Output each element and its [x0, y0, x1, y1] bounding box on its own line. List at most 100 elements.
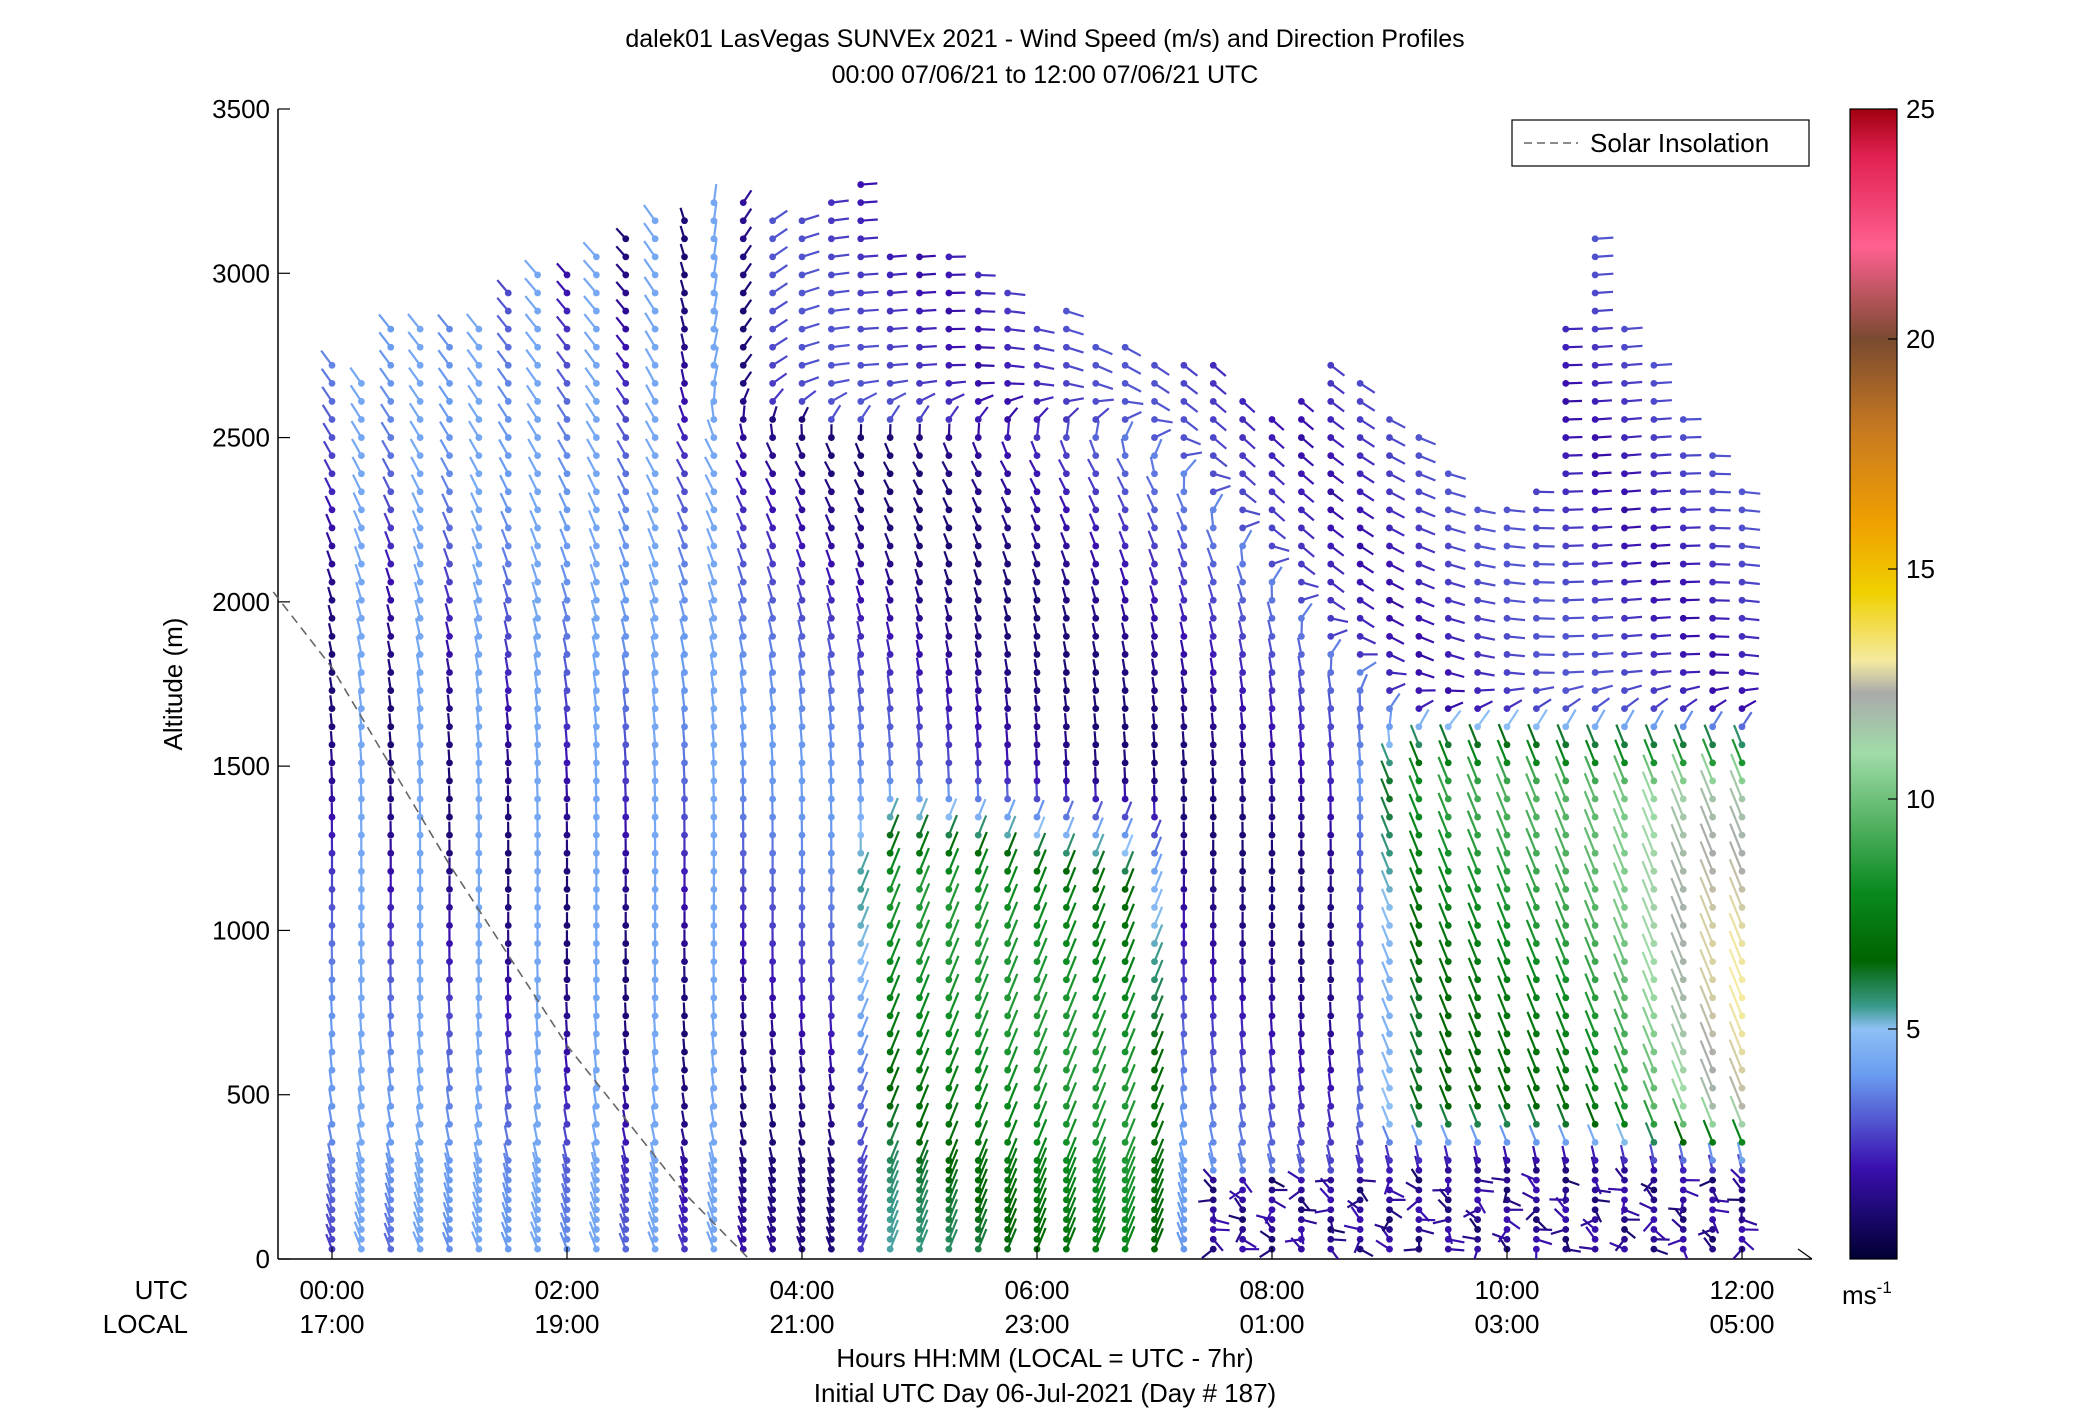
wind-barb-point: [1327, 524, 1335, 532]
wind-barb-line: [1613, 990, 1626, 1017]
wind-barb-point: [357, 1186, 365, 1194]
wind-barb-point: [622, 687, 630, 694]
wind-barb-point: [1591, 1120, 1599, 1128]
wind-barb-point: [1209, 831, 1217, 839]
wind-barb-point: [945, 777, 953, 785]
wind-barb-point: [739, 904, 747, 911]
wind-barb-point: [1121, 1138, 1129, 1146]
wind-barb-point: [1268, 849, 1276, 857]
wind-barb-point: [622, 416, 630, 423]
wind-barb-point: [1591, 1048, 1599, 1056]
wind-barb-point: [357, 470, 365, 478]
wind-barb-point: [769, 289, 777, 297]
wind-barb-line: [1094, 973, 1107, 999]
wind-barb-point: [1474, 831, 1482, 839]
wind-barb-point: [1562, 976, 1570, 984]
wind-barb-point: [1268, 813, 1276, 821]
wind-barb-point: [1180, 940, 1188, 947]
wind-barb-point: [1033, 994, 1041, 1002]
wind-barb-point: [1415, 578, 1423, 586]
wind-barb-point: [945, 1216, 953, 1223]
wind-barb-point: [857, 614, 865, 622]
wind-barb-point: [387, 1012, 395, 1020]
wind-barb-point: [739, 578, 747, 586]
wind-barb-point: [387, 1048, 395, 1056]
wind-barb-point: [1121, 470, 1129, 478]
wind-barb-point: [974, 741, 982, 749]
wind-barb-line: [1065, 866, 1077, 890]
wind-barb-point: [416, 542, 424, 550]
wind-barb-point: [739, 506, 747, 514]
wind-barb-point: [504, 1066, 512, 1074]
wind-barb-point: [710, 253, 718, 261]
wind-barb-point: [769, 506, 777, 514]
wind-barb-point: [1268, 596, 1276, 604]
wind-barb-point: [475, 434, 483, 441]
wind-barb-point: [739, 958, 747, 966]
wind-barb-point: [1092, 1030, 1100, 1038]
wind-barb-point: [769, 1166, 777, 1174]
wind-barb-point: [827, 849, 835, 857]
wind-barb-point: [886, 1066, 894, 1074]
wind-barb-line: [947, 1120, 959, 1143]
wind-barb-point: [622, 614, 630, 622]
wind-barb-point: [1474, 524, 1482, 532]
wind-barb-point: [475, 813, 483, 821]
wind-barb-point: [1621, 1030, 1628, 1038]
wind-barb-point: [827, 669, 835, 676]
wind-barb-point: [681, 1176, 688, 1184]
wind-barb-point: [916, 1102, 923, 1110]
wind-barb-line: [1006, 1167, 1018, 1191]
wind-barb-point: [827, 687, 835, 694]
wind-barb-point: [475, 904, 483, 911]
wind-barb-point: [416, 922, 424, 929]
wind-barb-point: [710, 307, 718, 315]
wind-barb-point: [1062, 596, 1070, 604]
wind-barb-point: [886, 1166, 894, 1174]
wind-barb-line: [889, 919, 901, 944]
wind-barb-point: [1415, 1226, 1423, 1233]
wind-barb-point: [446, 867, 453, 875]
wind-barb-point: [1180, 1066, 1188, 1074]
wind-barb-point: [1386, 1216, 1393, 1223]
wind-barb-point: [1062, 470, 1070, 478]
wind-barb-point: [504, 524, 512, 532]
wind-barb-point: [446, 398, 453, 405]
wind-barb-point: [1180, 777, 1188, 785]
wind-barb-point: [1092, 614, 1100, 622]
wind-barb-point: [416, 723, 424, 731]
wind-barb-point: [1297, 614, 1305, 622]
wind-barb-point: [357, 958, 365, 966]
wind-barb-point: [534, 1166, 542, 1174]
wind-barb-point: [1532, 885, 1540, 893]
wind-barb-point: [1327, 1235, 1335, 1243]
wind-barb-point: [1239, 994, 1247, 1002]
wind-barb-point: [916, 488, 923, 496]
wind-barb-line: [1035, 1064, 1048, 1089]
wind-barb-point: [328, 1066, 336, 1074]
wind-barb-line: [889, 1179, 900, 1201]
wind-barb-point: [1532, 1138, 1540, 1146]
wind-barb-point: [1503, 614, 1511, 622]
wind-barb-point: [504, 1186, 512, 1194]
wind-barb-line: [1409, 958, 1420, 981]
wind-barb-point: [1562, 1157, 1570, 1164]
wind-barb-line: [1094, 1063, 1107, 1089]
wind-barb-point: [1356, 1012, 1364, 1020]
wind-barb-point: [1327, 1048, 1335, 1056]
wind-barb-point: [974, 1066, 982, 1074]
wind-barb-point: [651, 325, 659, 333]
wind-barb-line: [1555, 992, 1567, 1017]
wind-barb-point: [387, 560, 395, 568]
wind-barb-point: [357, 416, 365, 423]
wind-barb-line: [1438, 976, 1450, 999]
wind-barb-line: [1094, 1027, 1107, 1053]
wind-barb-line: [1584, 991, 1597, 1017]
wind-barb-point: [1209, 813, 1217, 821]
wind-barb-point: [1004, 1226, 1012, 1233]
wind-barb-point: [1180, 705, 1188, 713]
wind-barb-point: [563, 506, 571, 514]
wind-barb-point: [1180, 398, 1188, 405]
wind-barb-point: [1092, 1012, 1100, 1020]
wind-barb-point: [1062, 1138, 1070, 1146]
